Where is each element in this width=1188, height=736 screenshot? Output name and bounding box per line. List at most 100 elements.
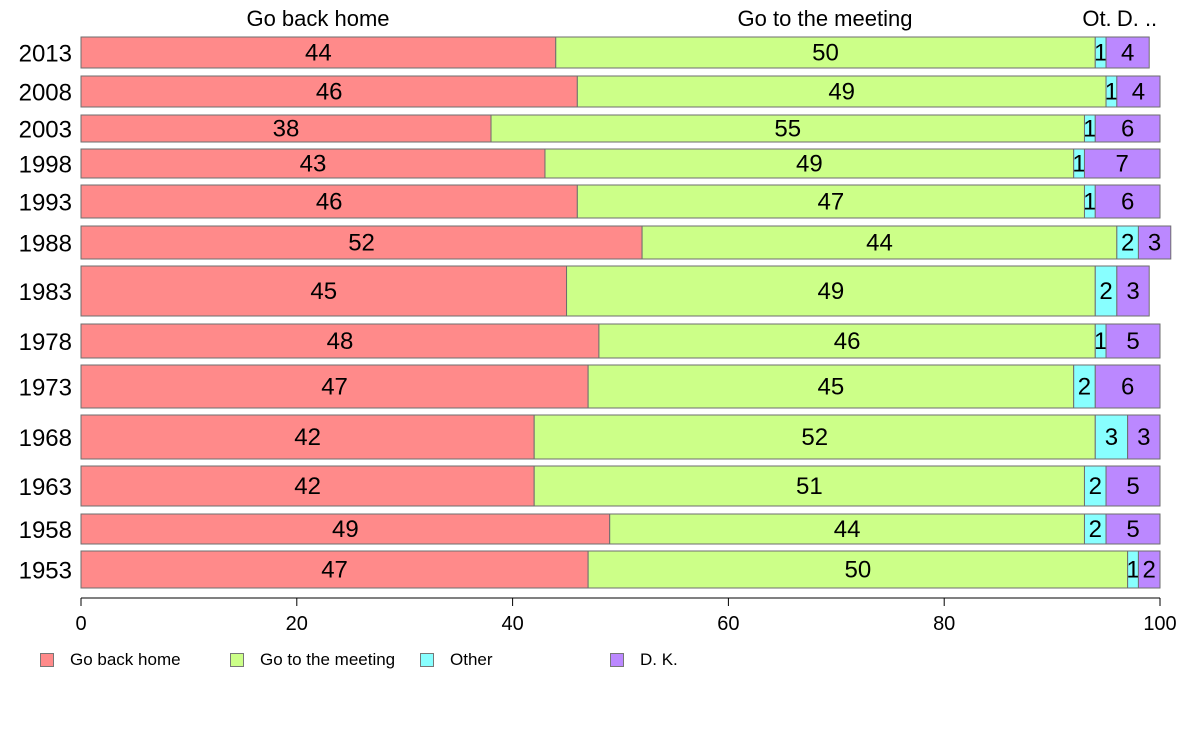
bar-value-label: 46 — [834, 328, 861, 355]
bar-value-label: 1 — [1126, 557, 1139, 584]
x-tick-label: 80 — [933, 613, 955, 635]
bar-segment — [555, 36, 1096, 69]
top-series-label: Go to the meeting — [738, 6, 913, 31]
bar-segment — [533, 414, 1096, 460]
bar-value-label: 1 — [1083, 116, 1096, 143]
bar-value-label: 50 — [812, 40, 839, 67]
bar-value-label: 1 — [1094, 40, 1107, 67]
bar-segment — [576, 75, 1107, 108]
bar-value-label: 2 — [1089, 516, 1102, 543]
bar-value-label: 50 — [845, 557, 872, 584]
bar-value-label: 4 — [1121, 40, 1134, 67]
y-tick-label: 1968 — [19, 425, 72, 452]
x-tick-label: 20 — [286, 613, 308, 635]
legend-swatch — [230, 653, 244, 667]
bar-value-label: 46 — [316, 189, 343, 216]
bar-value-label: 3 — [1126, 278, 1139, 305]
y-tick-label: 2008 — [19, 80, 72, 107]
bar-segment — [1127, 414, 1161, 460]
legend-item-go-back-home: Go back home — [40, 650, 181, 670]
bar-segment — [1105, 513, 1161, 545]
legend-label: D. K. — [640, 650, 678, 669]
bar-value-label: 47 — [818, 189, 845, 216]
bar-segment — [80, 465, 535, 507]
y-tick-label: 1988 — [19, 231, 72, 258]
bar-segment — [641, 225, 1118, 260]
bar-value-label: 2 — [1078, 374, 1091, 401]
bar-value-label: 44 — [866, 230, 893, 257]
legend-label: Other — [450, 650, 493, 669]
bar-segment — [80, 114, 492, 143]
bar-value-label: 38 — [273, 116, 300, 143]
bar-value-label: 5 — [1126, 516, 1139, 543]
bar-segment — [1105, 36, 1150, 69]
bar-segment — [80, 414, 535, 460]
bar-value-label: 44 — [305, 40, 332, 67]
legend-swatch — [610, 653, 624, 667]
y-tick-label: 1993 — [19, 190, 72, 217]
y-tick-label: 1958 — [19, 517, 72, 544]
y-tick-label: 1973 — [19, 375, 72, 402]
bar-value-label: 2 — [1099, 278, 1112, 305]
bar-value-label: 45 — [310, 278, 337, 305]
legend-item-dk: D. K. — [610, 650, 678, 670]
bar-segment — [80, 184, 578, 219]
bar-segment — [80, 36, 557, 69]
bar-segment — [1137, 225, 1172, 260]
x-tick-label: 40 — [501, 613, 523, 635]
y-tick-label: 2013 — [19, 41, 72, 68]
bar-value-label: 52 — [801, 424, 828, 451]
bar-value-label: 49 — [828, 79, 855, 106]
bar-segment — [1094, 184, 1161, 219]
bar-segment — [598, 323, 1096, 359]
top-series-label: D. .. — [1117, 6, 1157, 31]
bar-value-label: 44 — [834, 516, 861, 543]
bar-segment — [1094, 114, 1161, 143]
bar-value-label: 45 — [818, 374, 845, 401]
bar-segment — [490, 114, 1085, 143]
legend-label: Go back home — [70, 650, 181, 669]
bar-value-label: 49 — [796, 151, 823, 178]
bar-value-label: 3 — [1105, 424, 1118, 451]
bar-segment — [80, 513, 611, 545]
bar-value-label: 2 — [1121, 230, 1134, 257]
x-tick-label: 100 — [1143, 613, 1176, 635]
y-tick-label: 1998 — [19, 152, 72, 179]
bar-value-label: 47 — [321, 557, 348, 584]
x-tick-label: 60 — [717, 613, 739, 635]
bar-value-label: 49 — [332, 516, 359, 543]
legend-swatch — [420, 653, 434, 667]
bar-value-label: 42 — [294, 473, 321, 500]
legend-item-other: Other — [420, 650, 493, 670]
bar-value-label: 1 — [1105, 79, 1118, 106]
bar-value-label: 1 — [1094, 328, 1107, 355]
bar-value-label: 7 — [1116, 151, 1129, 178]
bar-segment — [609, 513, 1085, 545]
bar-value-label: 49 — [818, 278, 845, 305]
bar-value-label: 42 — [294, 424, 321, 451]
bar-value-label: 55 — [774, 116, 801, 143]
bar-value-label: 52 — [348, 230, 375, 257]
bar-segment — [544, 148, 1075, 179]
y-tick-label: 2003 — [19, 117, 72, 144]
bar-value-label: 51 — [796, 473, 823, 500]
bar-value-label: 3 — [1148, 230, 1161, 257]
bar-value-label: 6 — [1121, 116, 1134, 143]
bar-segment — [1094, 364, 1161, 409]
legend: Go back home Go to the meeting Other D. … — [0, 650, 1188, 676]
legend-swatch — [40, 653, 54, 667]
bar-segment — [80, 323, 600, 359]
bar-value-label: 1 — [1083, 189, 1096, 216]
bar-segment — [80, 550, 589, 589]
bar-segment — [566, 265, 1096, 317]
top-series-label: Ot. — [1082, 6, 1111, 31]
bar-segment — [587, 550, 1129, 589]
bar-segment — [576, 184, 1085, 219]
bar-segment — [1105, 323, 1161, 359]
y-tick-label: 1963 — [19, 474, 72, 501]
bar-value-label: 6 — [1121, 374, 1134, 401]
y-tick-label: 1978 — [19, 329, 72, 356]
bar-value-label: 2 — [1089, 473, 1102, 500]
bar-segment — [533, 465, 1085, 507]
